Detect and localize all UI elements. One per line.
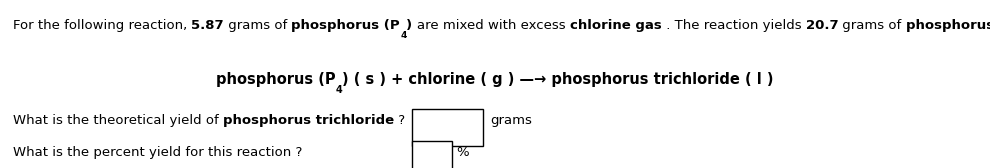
Text: %: % — [456, 146, 469, 159]
Text: 20.7: 20.7 — [806, 18, 839, 32]
Text: 5.87: 5.87 — [191, 18, 224, 32]
Text: ) ( s ) + chlorine ( g ) —→ phosphorus trichloride ( l ): ) ( s ) + chlorine ( g ) —→ phosphorus t… — [343, 72, 774, 87]
Text: grams of: grams of — [224, 18, 291, 32]
Text: phosphorus (P: phosphorus (P — [291, 18, 400, 32]
Text: phosphorus (P: phosphorus (P — [216, 72, 336, 87]
Text: For the following reaction,: For the following reaction, — [13, 18, 191, 32]
Text: phosphorus trichloride: phosphorus trichloride — [223, 114, 394, 127]
Text: What is the percent yield for this reaction ?: What is the percent yield for this react… — [13, 146, 302, 159]
Text: phosphorus trichloride: phosphorus trichloride — [906, 18, 990, 32]
Text: 4: 4 — [336, 85, 343, 95]
Text: . The reaction yields: . The reaction yields — [662, 18, 806, 32]
Text: ?: ? — [394, 114, 405, 127]
Text: ): ) — [407, 18, 417, 32]
Bar — [412, 141, 451, 168]
Text: What is the theoretical yield of: What is the theoretical yield of — [13, 114, 223, 127]
Text: grams: grams — [490, 114, 533, 127]
Text: grams of: grams of — [839, 18, 906, 32]
Text: are mixed with excess: are mixed with excess — [417, 18, 570, 32]
Bar — [412, 109, 483, 146]
Text: chlorine gas: chlorine gas — [570, 18, 662, 32]
Text: 4: 4 — [400, 31, 407, 40]
